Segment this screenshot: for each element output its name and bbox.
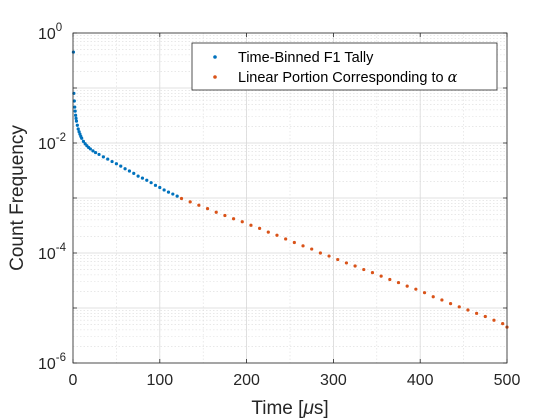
series-2-point (440, 298, 444, 302)
series-1-point (145, 178, 149, 182)
series-1-point (171, 192, 175, 196)
series-1-point (93, 150, 98, 155)
series-1-point (166, 190, 171, 194)
series-2-point (379, 274, 383, 278)
series-2-point (353, 264, 357, 268)
series-1-point (97, 152, 101, 157)
x-tick-label: 0 (69, 372, 78, 389)
series-1-point (127, 169, 132, 173)
series-2-point (370, 271, 375, 275)
series-1-point (74, 116, 78, 121)
series-2-point (344, 261, 349, 265)
series-2-point (223, 213, 227, 218)
legend-marker-series-2 (213, 75, 217, 79)
series-1-point (91, 149, 95, 153)
series-2-point (431, 295, 435, 299)
series-2-point (327, 254, 331, 258)
series-1-point (71, 50, 76, 54)
data-points (71, 50, 509, 329)
y-tick-label: 10-4 (38, 242, 67, 263)
series-2-point (405, 284, 409, 288)
series-2-point (422, 291, 427, 295)
series-1-point (136, 174, 140, 178)
x-tick-label: 400 (407, 372, 434, 389)
series-1-point (80, 136, 84, 140)
series-1-point (73, 109, 77, 113)
series-2-point (197, 203, 201, 207)
series-2-point (240, 220, 244, 224)
series-2-point (501, 322, 505, 326)
series-1-point (101, 155, 105, 159)
x-axis-label: Time [μs] (251, 398, 328, 419)
legend-label-series-1: Time-Binned F1 Tally (238, 50, 374, 66)
y-tick-label: 10-6 (38, 352, 66, 373)
x-tick-label: 300 (320, 372, 347, 389)
legend: Time-Binned F1 Tally Linear Portion Corr… (191, 42, 498, 91)
series-1-point (119, 164, 123, 168)
legend-label-series-2: Linear Portion Corresponding to α (238, 70, 458, 86)
series-1-point (110, 159, 114, 164)
series-2-point (448, 302, 453, 306)
series-2-point (205, 207, 210, 211)
series-1-point (88, 147, 92, 151)
series-2-point (275, 233, 279, 237)
series-2-point (483, 314, 487, 319)
series-1-point (123, 167, 127, 171)
series-2-point (301, 244, 305, 248)
series-1-point (140, 176, 145, 180)
tick-labels: 0 100 200 300 400 500 100 10-2 10-4 10-6 (38, 22, 520, 389)
series-2-point (179, 196, 184, 201)
series-2-point (284, 237, 288, 241)
series-2-point (466, 308, 470, 312)
series-1-point (162, 188, 166, 192)
grid-lines (72, 32, 508, 364)
series-2-point (492, 318, 496, 322)
x-tick-label: 500 (494, 372, 521, 389)
series-2-point (231, 217, 236, 221)
series-2-point (475, 311, 479, 315)
series-2-point (318, 251, 322, 255)
y-axis-label: Count Frequency (7, 125, 28, 271)
y-tick-label: 100 (38, 22, 62, 43)
series-1-point (106, 157, 110, 161)
series-2-point (292, 240, 296, 245)
series-1-point (175, 194, 179, 198)
series-1-point (74, 113, 78, 117)
series-1-point (132, 171, 136, 176)
series-1-point (72, 99, 76, 103)
series-2-point (396, 280, 401, 285)
series-2-point (414, 287, 418, 291)
series-2-point (214, 210, 218, 214)
series-2-point (388, 277, 392, 282)
series-2-point (188, 200, 192, 204)
legend-marker-series-1 (213, 55, 217, 59)
series-1-point (75, 123, 79, 127)
series-1-point (158, 185, 162, 190)
y-tick-label: 10-2 (38, 132, 66, 153)
series-2-point (266, 230, 270, 234)
series-2-point (249, 223, 253, 227)
series-1-point (76, 127, 80, 131)
series-2-point (362, 267, 366, 272)
series-1-point (81, 139, 86, 143)
x-tick-label: 100 (146, 372, 173, 389)
series-1-point (73, 105, 77, 109)
series-1-point (74, 119, 79, 123)
axis-ticks (72, 32, 508, 364)
series-2-point (258, 226, 262, 231)
series-1-point (114, 162, 118, 166)
series-2-point (457, 305, 461, 309)
series-1-point (149, 181, 153, 185)
legend-box (191, 42, 498, 91)
series-1-point (153, 183, 158, 187)
series-2-point (336, 257, 340, 262)
series-2-point (310, 247, 314, 251)
x-tick-label: 200 (233, 372, 260, 389)
